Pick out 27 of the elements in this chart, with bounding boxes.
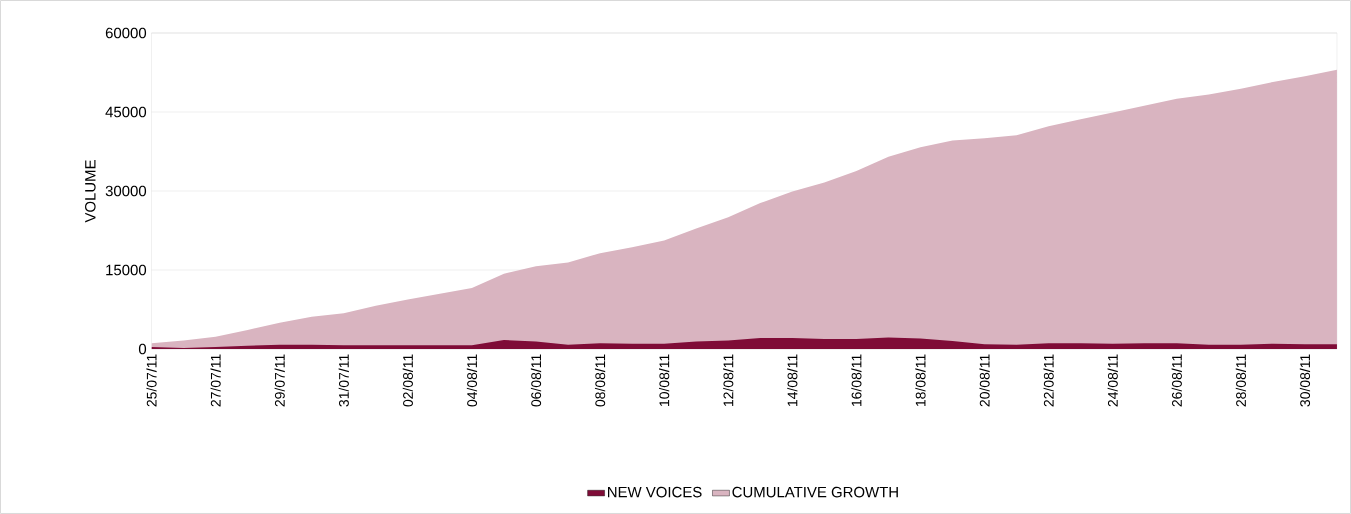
y-tick-label: 15000 [106,264,147,276]
x-tick-label: 28/08/11 [1235,354,1246,407]
x-tick-label: 16/08/11 [851,354,862,407]
y-tick-label: 45000 [105,106,147,118]
x-tick-label: 20/08/11 [979,354,990,407]
x-tick-label: 30/08/11 [1299,354,1311,407]
x-tick-label: 27/07/11 [210,354,221,407]
y-tick-label: 30000 [105,185,147,197]
x-tick-label: 18/08/11 [915,354,926,407]
legend-label: CUMULATIVE GROWTH [732,486,898,498]
x-tick-label: 12/08/11 [723,354,734,407]
legend-label: NEW VOICES [608,486,702,498]
y-axis-title: VOLUME [85,160,96,223]
x-tick-label: 24/08/11 [1107,354,1118,407]
y-tick-label: 60000 [105,27,147,39]
y-tick-label: 0 [138,343,147,355]
x-tick-label: 10/08/11 [659,354,670,407]
x-tick-label: 02/08/11 [402,354,413,407]
x-tick-label: 26/08/11 [1171,354,1182,407]
x-tick-label: 06/08/11 [530,354,542,407]
x-tick-label: 22/08/11 [1043,354,1054,407]
x-tick-label: 29/07/11 [274,354,285,407]
x-tick-label: 04/08/11 [466,354,478,407]
x-tick-label: 31/07/11 [338,354,349,407]
x-tick-label: 25/07/11 [146,354,157,407]
x-tick-label: 14/08/11 [787,354,798,407]
x-tick-label: 08/08/11 [594,354,606,407]
